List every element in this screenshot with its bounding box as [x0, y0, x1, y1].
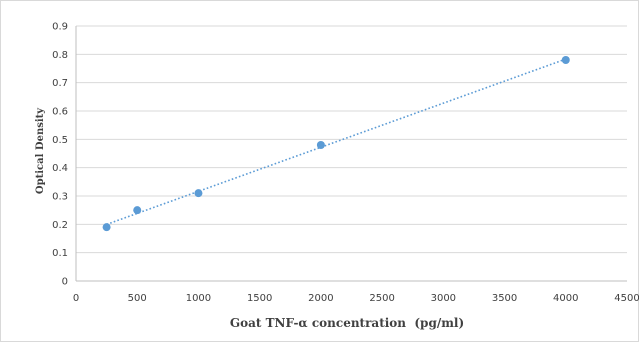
x-tick-label: 0 [73, 293, 79, 304]
y-tick-label: 0.8 [52, 50, 68, 61]
data-point [194, 189, 203, 198]
x-tick-label: 1000 [186, 293, 211, 304]
data-point [316, 141, 325, 149]
y-tick-label: 0.3 [52, 192, 68, 203]
y-tick-label: 0.4 [52, 163, 68, 174]
x-tick-labels: 0 500 1000 1500 2000 2500 3000 3500 4000 4500 [73, 293, 639, 304]
x-tick-label: 2500 [369, 293, 394, 304]
data-points [102, 56, 570, 232]
x-tick-label: 500 [128, 293, 147, 304]
y-tick-label: 0.1 [52, 248, 68, 259]
y-tick-label: 0 [62, 277, 68, 288]
x-tick-label: 4500 [614, 293, 639, 304]
y-tick-label: 0.5 [52, 135, 68, 146]
data-point [561, 56, 570, 64]
linear-trendline [106, 58, 567, 226]
x-tick-label: 2000 [308, 293, 333, 304]
x-tick-label: 3000 [431, 293, 456, 304]
y-tick-label: 0.9 [52, 22, 68, 33]
y-tick-labels: 0 0.1 0.2 0.3 0.4 0.5 0.6 0.7 0.8 0.9 [52, 22, 68, 288]
x-axis-title: Goat TNF-α concentration (pg/ml) [230, 316, 464, 330]
y-tick-label: 0.2 [52, 220, 68, 231]
y-tick-label: 0.7 [52, 78, 68, 89]
axes [75, 26, 627, 282]
x-tick-label: 4000 [553, 293, 578, 304]
y-axis-title: Optical Density [35, 107, 46, 194]
x-tick-label: 3500 [492, 293, 517, 304]
y-tick-label: 0.6 [52, 107, 68, 118]
data-point [102, 223, 111, 232]
gridlines [76, 25, 627, 254]
x-tick-label: 1500 [247, 293, 272, 304]
data-point [133, 206, 142, 215]
